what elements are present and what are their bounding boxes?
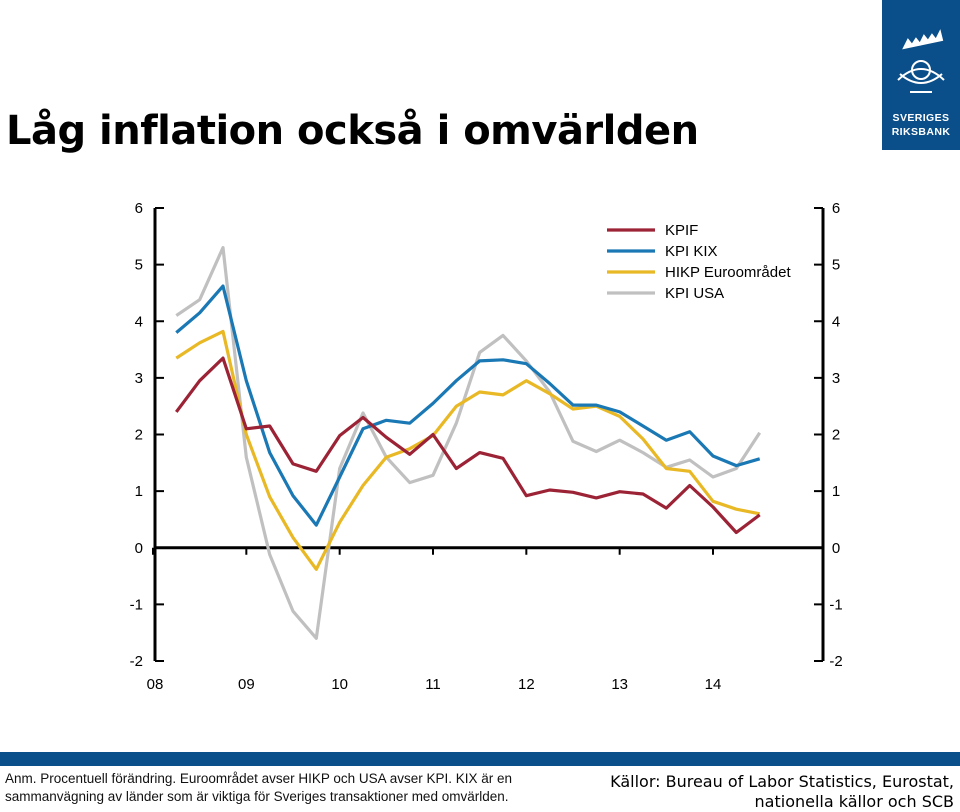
y-tick-label-left: 0	[135, 540, 143, 557]
legend-label: KPIF	[665, 222, 698, 239]
y-tick-label-right: 1	[832, 483, 840, 500]
series-line-hikp-euroområdet	[175, 329, 761, 571]
series-line-kpi-kix	[175, 284, 761, 527]
x-tick-label: 11	[425, 676, 441, 693]
y-tick-label-left: 4	[135, 313, 143, 330]
y-tick-label-left: -1	[130, 596, 143, 613]
legend-label: HIKP Euroområdet	[665, 264, 791, 281]
crown-emblem-icon	[897, 29, 945, 93]
x-tick-label: 10	[331, 676, 348, 693]
y-tick-label-left: 3	[135, 370, 143, 387]
y-tick-label-left: 2	[135, 427, 143, 444]
inflation-line-chart: 6 65 54 43 32 21 10 0-1 -1-2 -208 09 10 11 12 13 14KPIF…	[130, 200, 843, 693]
y-tick-label-right: 3	[832, 370, 840, 387]
y-tick-label-right: 4	[832, 313, 840, 330]
logo-text-line2: RIKSBANK	[891, 126, 951, 138]
y-tick-label-left: 5	[135, 257, 143, 274]
riksbank-logo: SVERIGES RIKSBANK	[882, 0, 960, 150]
legend-label: KPI USA	[665, 285, 724, 302]
y-tick-label-right: 5	[832, 257, 840, 274]
y-tick-label-right: -2	[829, 653, 842, 670]
legend-label: KPI KIX	[665, 243, 718, 260]
y-tick-label-left: 6	[135, 200, 143, 217]
y-tick-label-left: -2	[130, 653, 143, 670]
y-tick-label-left: 1	[135, 483, 143, 500]
y-tick-label-right: 6	[832, 200, 840, 217]
x-tick-label: 14	[705, 676, 722, 693]
logo-text-line1: SVERIGES	[892, 112, 950, 124]
footnote: Anm. Procentuell förändring. Euroområdet…	[5, 771, 512, 804]
series-line-kpif	[175, 356, 761, 535]
y-tick-label-right: 2	[832, 427, 840, 444]
x-tick-label: 12	[518, 676, 535, 693]
x-tick-label: 08	[147, 676, 164, 693]
x-tick-label: 13	[611, 676, 628, 693]
footer-bar	[0, 752, 960, 766]
x-tick-label: 09	[238, 676, 255, 693]
y-tick-label-right: -1	[829, 596, 842, 613]
source-text: Källor: Bureau of Labor Statistics, Euro…	[610, 772, 954, 811]
y-tick-label-right: 0	[832, 540, 840, 557]
page-title: Låg inflation också i omvärlden	[6, 108, 699, 154]
series-line-kpi-usa	[175, 246, 762, 640]
